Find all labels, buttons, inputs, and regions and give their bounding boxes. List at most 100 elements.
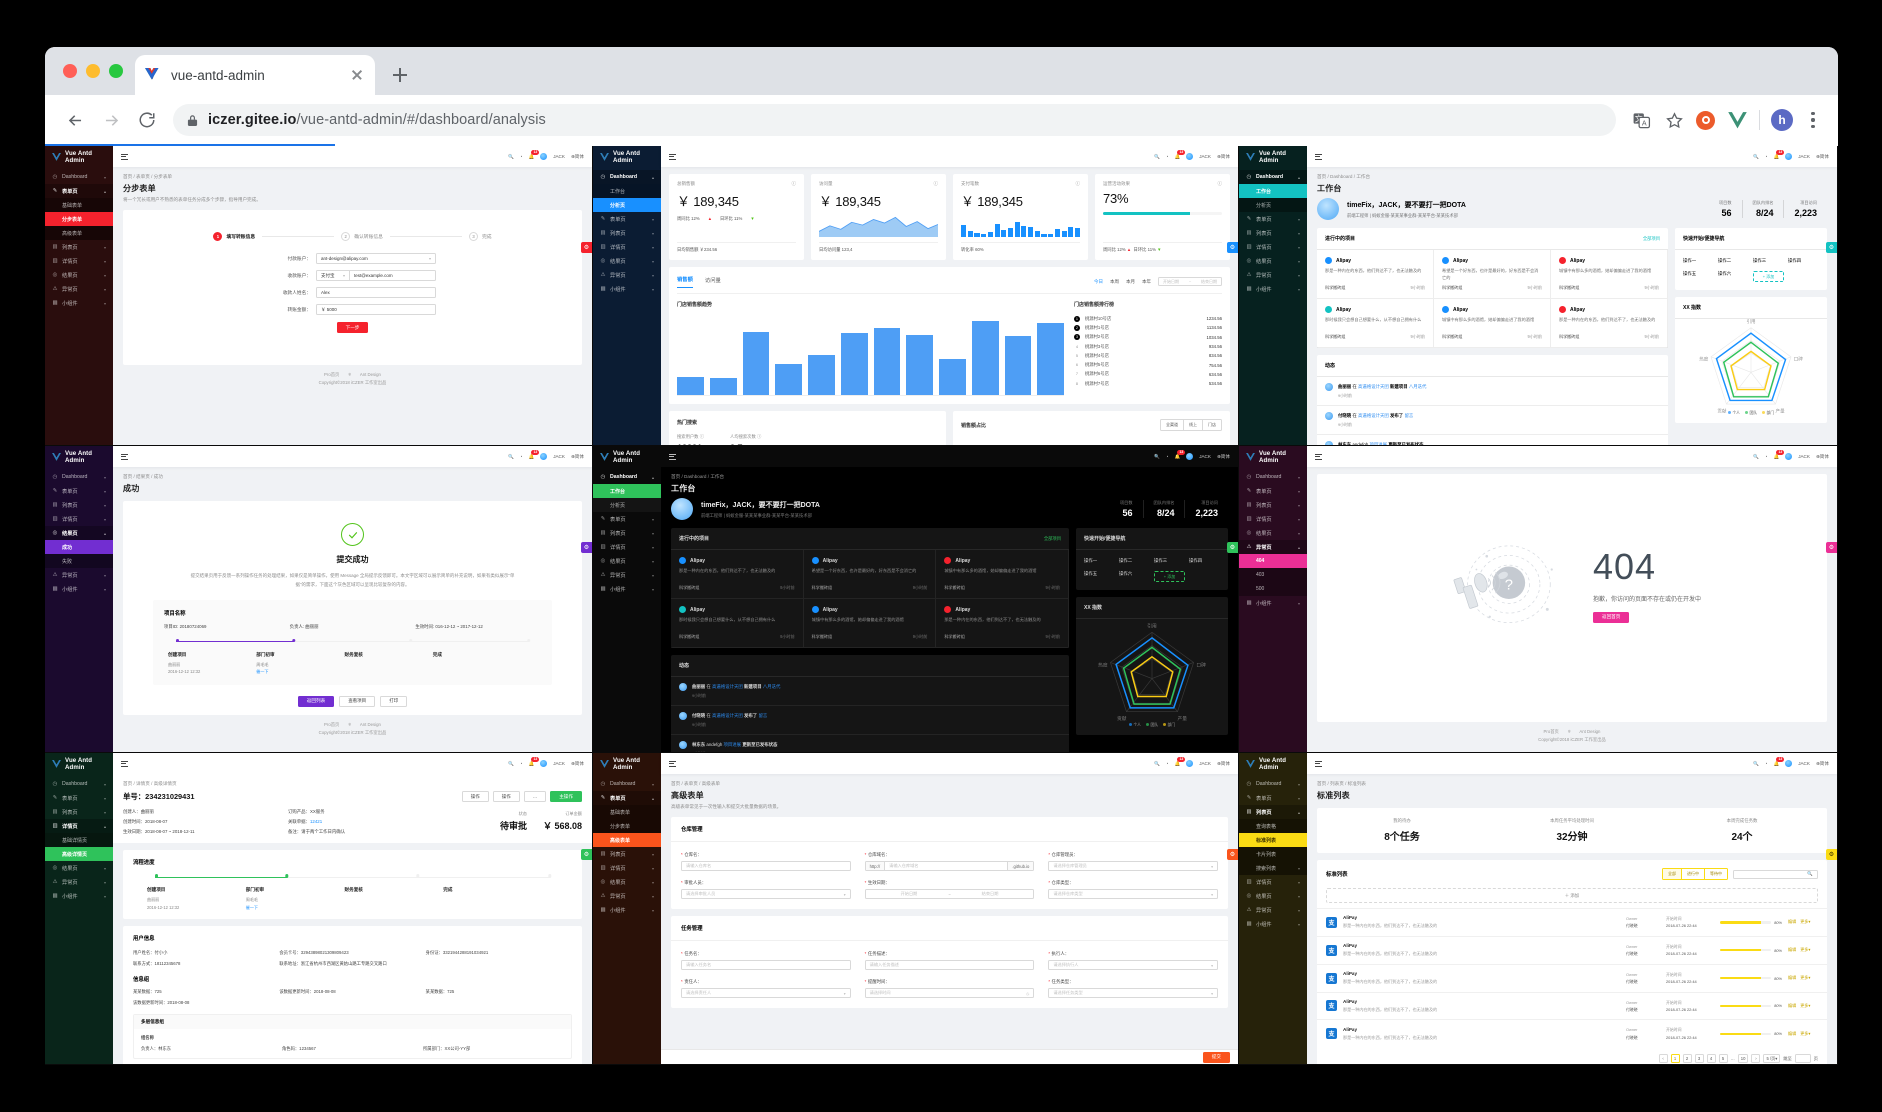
page-size-select[interactable]: 5 /页 ▾ xyxy=(1763,1054,1781,1064)
menu-collapse-icon[interactable] xyxy=(669,760,676,767)
back-to-list-button[interactable]: 返回列表 xyxy=(297,695,335,707)
more-link[interactable]: 更多▾ xyxy=(1800,1002,1811,1008)
sidebar-item-detail[interactable]: ▥ 详情页 ▾ xyxy=(593,540,661,554)
avatar[interactable] xyxy=(540,153,548,160)
menu-collapse-icon[interactable] xyxy=(669,453,676,460)
search-icon[interactable]: 🔍 xyxy=(1752,153,1759,159)
avatar[interactable] xyxy=(1785,760,1793,767)
footer-link-pro[interactable]: Pro首页 xyxy=(324,372,340,377)
footer-link-antd[interactable]: Ant Design xyxy=(1579,728,1601,734)
step-2[interactable]: 2 确认转账信息 xyxy=(341,232,383,241)
edit-link[interactable]: 编辑 xyxy=(1788,1002,1797,1008)
sidebar-item-list[interactable]: ▤ 列表页 ▾ xyxy=(45,805,113,819)
sidebar-item-detail[interactable]: ▥ 详情页 ▾ xyxy=(593,240,661,254)
sidebar-item-exception[interactable]: ⚠ 异常页 ▾ xyxy=(45,568,113,582)
sidebar-item-form[interactable]: ✎ 表单页 ▾ xyxy=(45,791,113,805)
sidebar-item-dashboard[interactable]: ◷ Dashboard ▾ xyxy=(45,170,113,184)
address-bar[interactable]: iczer.gitee.io/vue-antd-admin/#/dashboar… xyxy=(173,104,1616,136)
quick-item-4[interactable]: 操作四 xyxy=(1189,558,1203,563)
sidebar-item-components[interactable]: ▦ 小组件 ▾ xyxy=(593,282,661,296)
search-icon[interactable]: 🔍 xyxy=(507,453,514,459)
footer-link-pro[interactable]: Pro首页 xyxy=(324,721,340,727)
page-3[interactable]: 3 xyxy=(1694,1054,1704,1064)
activity-target[interactable]: 高逼格设计天团 xyxy=(712,713,743,719)
sidebar-item-list[interactable]: ▤ 列表页 ▾ xyxy=(593,847,661,861)
more-link[interactable]: 更多▾ xyxy=(1800,919,1811,925)
quick-item-3[interactable]: 操作三 xyxy=(1154,558,1168,563)
search-icon[interactable]: 🔍 xyxy=(507,760,514,766)
sidebar-item-list[interactable]: ▤ 列表页 ▾ xyxy=(45,498,113,512)
legend-item-1[interactable]: 个人 xyxy=(1128,723,1141,728)
sidebar-item-list[interactable]: ▤ 列表页 ▾ xyxy=(45,240,113,254)
sidebar-item-exception[interactable]: ⚠ 异常页 ▾ xyxy=(593,568,661,582)
share-tab-all[interactable]: 全渠道 xyxy=(1161,420,1184,430)
page-4[interactable]: 4 xyxy=(1706,1054,1716,1064)
quick-item-5[interactable]: 操作五 xyxy=(1683,271,1697,276)
language-switch[interactable]: ⊕简体 xyxy=(570,760,584,766)
sidebar-item-basic-detail[interactable]: 基础详情页 xyxy=(45,833,113,847)
github-icon[interactable]: ⌾ xyxy=(1567,728,1571,734)
sidebar-item-dashboard[interactable]: ◷ Dashboard ▾ xyxy=(45,470,113,484)
project-card[interactable]: Alipay 那是一种内在的东西，他们到达不了，也无法触及的 科学搬砖组 9小时前 xyxy=(1551,299,1668,348)
action-button-1[interactable]: 操作 xyxy=(461,791,489,802)
sidebar-item-list[interactable]: ▤ 列表页 ▾ xyxy=(593,526,661,540)
menu-collapse-icon[interactable] xyxy=(1315,760,1322,767)
sidebar-item-500[interactable]: 500 xyxy=(1239,582,1307,596)
settings-drawer-handle[interactable]: ⚙ xyxy=(581,849,592,860)
submit-button[interactable]: 提交 xyxy=(1202,1051,1230,1063)
field-input[interactable]: 开始日期 ~ 结束日期 xyxy=(864,889,1035,899)
tab-sales[interactable]: 销售额 xyxy=(677,275,693,288)
sidebar-item-advanced-form[interactable]: 高级表单 xyxy=(593,833,661,847)
reload-icon[interactable] xyxy=(131,104,163,136)
sidebar-item-workplace[interactable]: 工作台 xyxy=(1239,184,1307,198)
language-switch[interactable]: ⊕简体 xyxy=(1216,760,1230,766)
sidebar-item-list[interactable]: ▤ 列表页 ▾ xyxy=(1239,226,1307,240)
notifications-icon[interactable]: 🔔 13 xyxy=(528,449,540,459)
quick-item-1[interactable]: 操作一 xyxy=(1683,258,1697,263)
filter-progress[interactable]: 进行中 xyxy=(1682,869,1705,879)
help-icon[interactable]: ◔ xyxy=(1764,454,1768,459)
activity-object[interactable]: 留言 xyxy=(1404,413,1414,419)
quick-item-6[interactable]: 操作六 xyxy=(1718,271,1732,276)
sidebar-item-exception[interactable]: ⚠ 异常页 ▾ xyxy=(593,889,661,903)
activity-target[interactable]: 高逼格设计天团 xyxy=(1358,384,1389,389)
project-card[interactable]: Alipay 那是一种内在的东西，他们到达不了，也无法触及的 科学搬砖组 9小时前 xyxy=(936,599,1069,648)
minimize-window-button[interactable] xyxy=(86,64,100,78)
quick-item-2[interactable]: 操作二 xyxy=(1718,258,1732,263)
view-project-button[interactable]: 查看项目 xyxy=(339,695,376,707)
sidebar-item-list[interactable]: ▤ 列表页 ▴ xyxy=(1239,805,1307,819)
user-name[interactable]: JACK xyxy=(1798,761,1810,766)
more-actions-button[interactable]: … xyxy=(523,791,547,802)
field-input[interactable]: 请输入任务名 xyxy=(681,960,851,970)
sidebar-item-basic-form[interactable]: 基础表单 xyxy=(45,198,113,212)
back-home-button[interactable]: 返回首页 xyxy=(1592,611,1630,623)
field-input[interactable]: 请选择任务类型 ▾ xyxy=(1048,988,1218,998)
menu-collapse-icon[interactable] xyxy=(669,153,676,160)
sidebar-item-components[interactable]: ▦ 小组件 ▾ xyxy=(45,296,113,310)
activity-object[interactable]: 八月迭代 xyxy=(762,684,781,689)
edit-link[interactable]: 编辑 xyxy=(1788,947,1797,953)
sidebar-item-workplace[interactable]: 工作台 xyxy=(593,184,661,198)
payee-type-select[interactable]: 支付宝 ▾ xyxy=(317,271,350,280)
list-item[interactable]: 支 AliPay 那是一种内在的东西，他们到达不了，也无法触及的 Owner 付晓晓 开始… xyxy=(1317,935,1827,964)
field-input[interactable]: 请输入仓库名 xyxy=(681,861,851,871)
language-switch[interactable]: ⊕简体 xyxy=(1216,153,1230,159)
sidebar-item-advanced-form[interactable]: 高级表单 xyxy=(45,226,113,240)
user-name[interactable]: JACK xyxy=(1798,154,1810,159)
search-icon[interactable]: 🔍 xyxy=(1153,453,1160,459)
language-switch[interactable]: ⊕简体 xyxy=(1216,453,1230,459)
avatar[interactable] xyxy=(540,760,548,767)
next-step-button[interactable]: 下一步 xyxy=(336,322,369,333)
activity-target[interactable]: 项目进展 xyxy=(723,742,742,748)
sidebar-item-components[interactable]: ▦ 小组件 ▾ xyxy=(45,889,113,903)
close-window-button[interactable] xyxy=(63,64,77,78)
range-today[interactable]: 今日 xyxy=(1094,278,1103,284)
more-link[interactable]: 更多▾ xyxy=(1800,947,1811,953)
sidebar-item-dashboard[interactable]: ◷ Dashboard ▴ xyxy=(593,170,661,184)
sidebar-item-workplace[interactable]: 工作台 xyxy=(593,484,661,498)
goto-input[interactable] xyxy=(1794,1054,1811,1064)
sidebar-item-form[interactable]: ✎ 表单页 ▾ xyxy=(1239,791,1307,805)
legend-item-1[interactable]: 个人 xyxy=(1727,411,1740,416)
sidebar-item-exception[interactable]: ⚠ 异常页 ▾ xyxy=(1239,903,1307,917)
sidebar-item-detail[interactable]: ▥ 详情页 ▾ xyxy=(45,254,113,268)
